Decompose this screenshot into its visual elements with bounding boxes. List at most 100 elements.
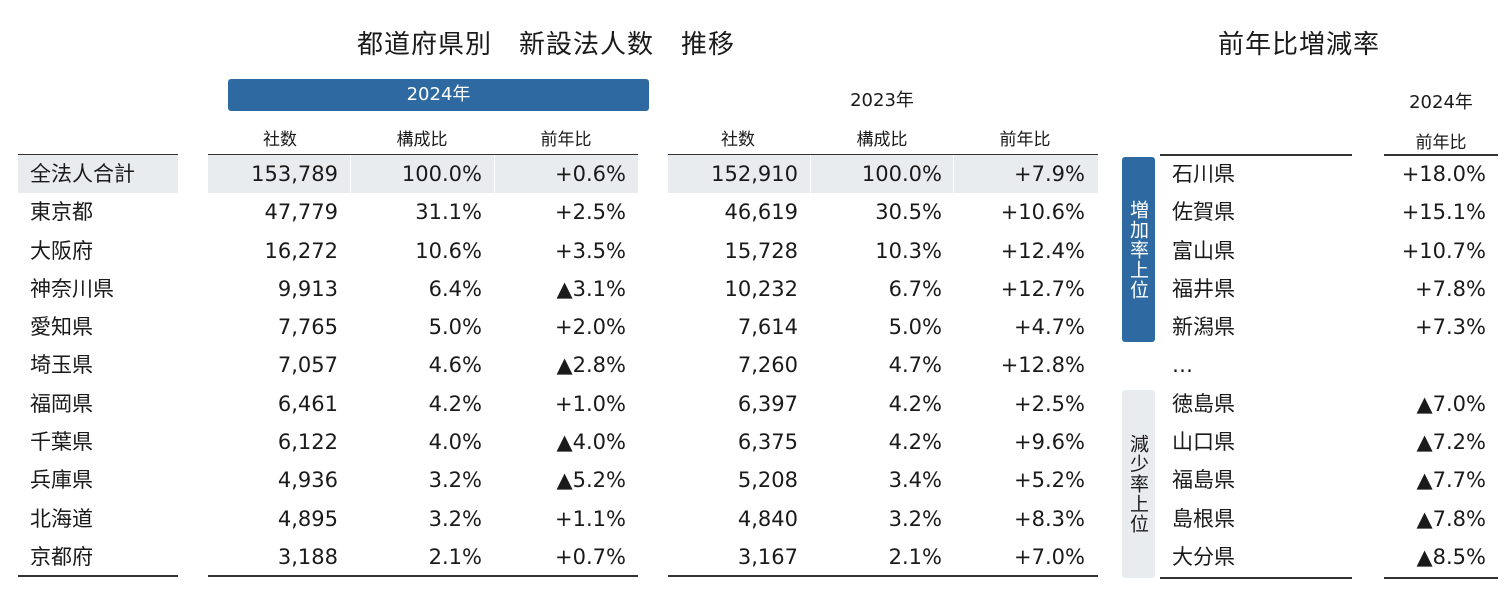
right-col-yoy: 前年比 (1415, 133, 1467, 153)
cell-divider (494, 155, 495, 193)
prefecture-name: 埼玉県 (30, 353, 93, 378)
col-count-2024: 社数 (263, 130, 297, 150)
ranking-yoy-value: ▲7.7% (1416, 468, 1486, 493)
count-2024: 4,936 (277, 468, 338, 493)
share-2023: 2.1% (888, 544, 942, 569)
yoy-ranking-list: 石川県 +18.0% 佐賀県 +15.1% 富山県 +10.7% 福井県 +7.8% 新潟県 +7… (1160, 155, 1500, 576)
ranking-yoy-value: ▲8.5% (1416, 544, 1486, 569)
increase-rank-row: 富山県 +10.7% (1160, 232, 1500, 270)
prefecture-table: 全法人合計 153,789 100.0% +0.6% 152,910 100.0% +7.9… (0, 155, 1110, 576)
share-2024: 31.1% (415, 200, 482, 225)
table-row: 神奈川県 9,913 6.4% ▲3.1% 10,232 6.7% +12.7% (0, 270, 1110, 308)
increase-rank-row: 佐賀県 +15.1% (1160, 193, 1500, 231)
ranking-prefecture-name: 島根県 (1172, 506, 1235, 531)
col-share-2024: 構成比 (396, 130, 448, 150)
count-2023: 46,619 (724, 200, 798, 225)
table-row: 北海道 4,895 3.2% +1.1% 4,840 3.2% +8.3% (0, 500, 1110, 538)
count-2023: 152,910 (711, 162, 798, 186)
share-2023: 4.7% (888, 353, 942, 378)
ranking-prefecture-name: 山口県 (1172, 430, 1235, 455)
prefecture-name: 千葉県 (30, 430, 93, 455)
decrease-rank-row: 山口県 ▲7.2% (1160, 423, 1500, 461)
count-2023: 6,375 (737, 430, 798, 455)
count-2024: 153,789 (251, 162, 338, 186)
ranking-yoy-value: +18.0% (1401, 162, 1486, 186)
col-share-2023: 構成比 (856, 130, 908, 150)
increase-rank-label: 増加率上位 (1122, 157, 1155, 342)
prefecture-name: 神奈川県 (30, 276, 114, 301)
yoy-2024: +3.5% (555, 238, 626, 263)
yoy-panel-title: 前年比増減率 (1218, 30, 1381, 60)
ranking-yoy-value: +7.3% (1415, 315, 1486, 340)
count-2024: 47,779 (264, 200, 338, 225)
rule-bottom-2024 (208, 575, 638, 577)
yoy-2024: +0.7% (555, 544, 626, 569)
yoy-2024: +2.0% (555, 315, 626, 340)
col-count-2023: 社数 (721, 130, 755, 150)
share-2024: 4.2% (428, 391, 482, 416)
ranking-prefecture-name: 佐賀県 (1172, 200, 1235, 225)
yoy-2023: +12.4% (1000, 238, 1085, 263)
rule-top-2023 (668, 154, 1098, 156)
decrease-rank-row: 大分県 ▲8.5% (1160, 538, 1500, 576)
cell-divider (810, 155, 811, 193)
table-row: 千葉県 6,122 4.0% ▲4.0% 6,375 4.2% +9.6% (0, 423, 1110, 461)
count-2024: 4,895 (277, 506, 338, 531)
count-2023: 10,232 (724, 276, 798, 301)
prefecture-name: 兵庫県 (30, 468, 93, 493)
count-2023: 15,728 (724, 238, 798, 263)
ranking-yoy-value: ▲7.0% (1416, 391, 1486, 416)
share-2023: 4.2% (888, 430, 942, 455)
total-row: 全法人合計 153,789 100.0% +0.6% 152,910 100.0% +7.9… (0, 155, 1110, 193)
ranking-yoy-value: +15.1% (1401, 200, 1486, 225)
decrease-rank-row: 福島県 ▲7.7% (1160, 461, 1500, 499)
count-2024: 6,122 (277, 430, 338, 455)
cell-divider (953, 155, 954, 193)
rule-top-names (18, 154, 178, 156)
share-2023: 5.0% (888, 315, 942, 340)
ranking-yoy-value: +7.8% (1415, 276, 1486, 301)
share-2024: 6.4% (428, 276, 482, 301)
decrease-rank-label: 減少率上位 (1122, 390, 1155, 578)
table-row: 大阪府 16,272 10.6% +3.5% 15,728 10.3% +12.4% (0, 232, 1110, 270)
year-2023-header: 2023年 (850, 90, 914, 111)
prefecture-name: 京都府 (30, 544, 93, 569)
col-yoy-2023: 前年比 (999, 130, 1051, 150)
yoy-2023: +7.0% (1014, 544, 1085, 569)
ranking-yoy-value: ▲7.2% (1416, 430, 1486, 455)
ranking-prefecture-name: 富山県 (1172, 238, 1235, 263)
yoy-2023: +9.6% (1014, 430, 1085, 455)
rule-bottom-names (18, 575, 178, 577)
yoy-2024: +1.0% (555, 391, 626, 416)
yoy-2024: ▲3.1% (556, 276, 626, 301)
decrease-rank-text: 減少率上位 (1127, 434, 1149, 534)
table-row: 京都府 3,188 2.1% +0.7% 3,167 2.1% +7.0% (0, 538, 1110, 576)
yoy-2023: +12.7% (1000, 276, 1085, 301)
count-2024: 9,913 (277, 276, 338, 301)
count-2023: 3,167 (737, 544, 798, 569)
increase-rank-text: 増加率上位 (1127, 199, 1149, 300)
count-2024: 6,461 (277, 391, 338, 416)
col-yoy-2024: 前年比 (540, 130, 592, 150)
yoy-2023: +10.6% (1000, 200, 1085, 225)
count-2023: 6,397 (737, 391, 798, 416)
prefecture-name: 福岡県 (30, 391, 93, 416)
prefecture-name: 全法人合計 (30, 162, 135, 186)
ranking-yoy-value: +10.7% (1401, 238, 1486, 263)
total-row-shade (18, 155, 178, 193)
share-2024: 4.6% (428, 353, 482, 378)
share-2023: 6.7% (888, 276, 942, 301)
count-2024: 7,765 (277, 315, 338, 340)
share-2024: 2.1% (428, 544, 482, 569)
share-2023: 100.0% (861, 162, 942, 186)
share-2023: 3.4% (888, 468, 942, 493)
prefecture-name: 愛知県 (30, 315, 93, 340)
share-2024: 5.0% (428, 315, 482, 340)
table-row: 東京都 47,779 31.1% +2.5% 46,619 30.5% +10.6% (0, 193, 1110, 231)
yoy-2023: +5.2% (1014, 468, 1085, 493)
yoy-2023: +7.9% (1014, 162, 1085, 186)
right-year-header: 2024年 (1409, 92, 1473, 113)
yoy-2024: ▲4.0% (556, 430, 626, 455)
share-2023: 3.2% (888, 506, 942, 531)
ellipsis: … (1172, 353, 1193, 378)
